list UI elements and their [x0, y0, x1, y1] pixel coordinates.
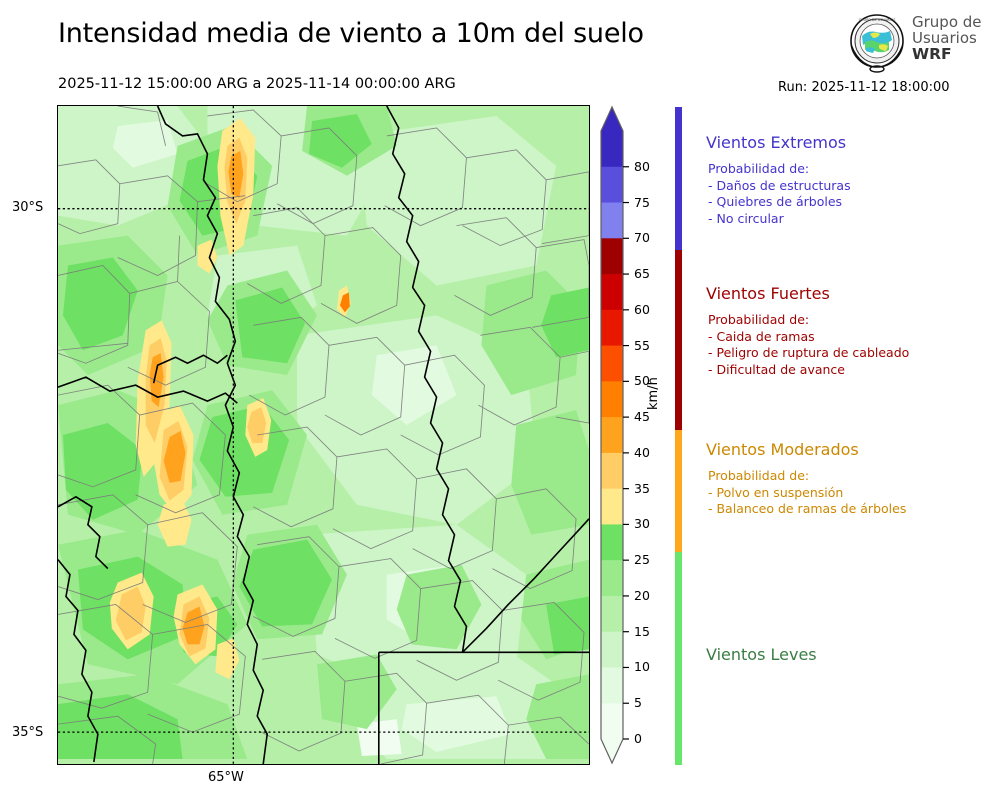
category-title: Vientos Fuertes [706, 284, 830, 303]
logo: GRUPO DE USUARIOS Grupo de Usuarios WRF [846, 12, 996, 78]
category-item-3: - Dificultad de avance [708, 361, 845, 377]
map-canvas [58, 106, 589, 764]
category-item-2: - Quiebres de árboles [708, 194, 843, 210]
category-item-3: - No circular [708, 210, 784, 226]
colorbar-gradient [600, 105, 629, 765]
colorbar-tick-40: 40 [634, 444, 650, 460]
category-title: Vientos Moderados [706, 440, 859, 459]
category-block-4: Vientos Leves [675, 645, 817, 673]
colorbar-tick-30: 30 [634, 516, 650, 532]
lon-label-65w: 65°W [208, 770, 244, 785]
category-block-2: Vientos Fuertes Probabilidad de: - Caida d… [675, 284, 909, 379]
category-item-2: - Balanceo de ramas de árboles [708, 501, 907, 517]
colorbar-tick-75: 75 [634, 194, 650, 210]
colorbar-tick-10: 10 [634, 659, 650, 675]
colorbar-tick-70: 70 [634, 230, 650, 246]
page-title: Intensidad media de viento a 10m del sue… [58, 18, 644, 49]
colorbar-tick-55: 55 [634, 337, 650, 353]
category-item-1: - Polvo en suspensión [708, 484, 844, 500]
logo-text: Grupo de Usuarios WRF [912, 14, 982, 63]
colorbar-tick-15: 15 [634, 623, 650, 639]
colorbar-tick-45: 45 [634, 409, 650, 425]
category-item-1: - Daños de estructuras [708, 177, 851, 193]
category-title: Vientos Leves [706, 645, 817, 664]
colorbar-tick-5: 5 [634, 695, 642, 711]
category-item-1: - Caida de ramas [708, 328, 815, 344]
model-run-label: Run: 2025-11-12 18:00:00 [778, 80, 950, 95]
category-subheading: Probabilidad de: [708, 468, 810, 483]
forecast-date-range: 2025-11-12 15:00:00 ARG a 2025-11-14 00:… [58, 76, 456, 92]
globe-emblem-icon: GRUPO DE USUARIOS [850, 14, 904, 73]
lat-label-30s: 30°S [12, 200, 44, 215]
category-subheading: Probabilidad de: [708, 312, 810, 327]
colorbar-tick-20: 20 [634, 587, 650, 603]
colorbar-tick-65: 65 [634, 266, 650, 282]
category-color-bar [675, 107, 682, 765]
category-bar-segment-2 [675, 249, 682, 431]
category-bar-segment-3 [675, 430, 682, 552]
category-block-3: Vientos Moderados Probabilidad de: - Polvo… [675, 440, 906, 518]
category-item-2: - Peligro de ruptura de cableado [708, 345, 910, 361]
colorbar-tick-0: 0 [634, 731, 642, 746]
colorbar-axis-label: km/h [646, 377, 661, 410]
category-title: Vientos Extremos [706, 133, 847, 152]
category-block-1: Vientos Extremos Probabilidad de: - Daños … [675, 133, 851, 228]
category-bar-segment-1 [675, 107, 682, 250]
category-bar-segment-4 [675, 551, 682, 765]
logo-line-1: Grupo de [912, 13, 982, 31]
colorbar [600, 105, 629, 765]
colorbar-tick-50: 50 [634, 373, 650, 389]
category-subheading: Probabilidad de: [708, 161, 810, 176]
lat-label-35s: 35°S [12, 725, 44, 740]
colorbar-tick-60: 60 [634, 301, 650, 317]
wind-intensity-map[interactable] [57, 105, 590, 765]
svg-text:GRUPO DE USUARIOS: GRUPO DE USUARIOS [859, 18, 896, 22]
colorbar-tick-80: 80 [634, 158, 650, 174]
colorbar-tick-35: 35 [634, 480, 650, 496]
logo-line-2: Usuarios [912, 29, 977, 48]
colorbar-tick-25: 25 [634, 552, 650, 568]
logo-line-3: WRF [912, 45, 952, 64]
